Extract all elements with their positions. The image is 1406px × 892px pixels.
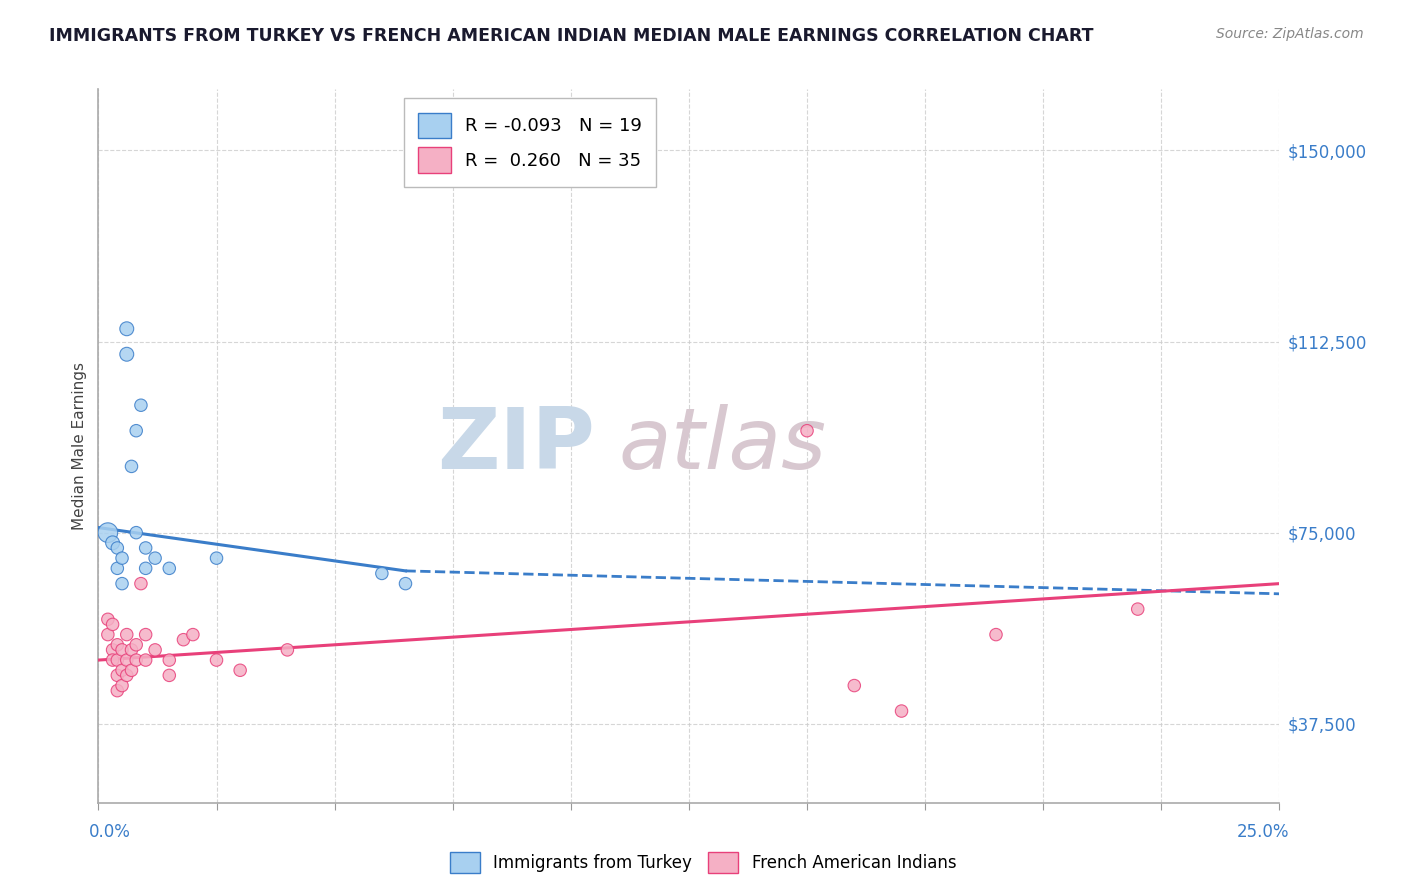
Point: [97, 612, 120, 626]
Y-axis label: Median Male Earnings: Median Male Earnings: [72, 362, 87, 530]
Point: [105, 653, 128, 667]
Point: [111, 551, 134, 566]
Point: [121, 663, 143, 677]
Point: [181, 627, 204, 641]
Legend: Immigrants from Turkey, French American Indians: Immigrants from Turkey, French American …: [443, 846, 963, 880]
Point: [129, 398, 152, 412]
Point: [135, 627, 157, 641]
Text: 25.0%: 25.0%: [1236, 823, 1289, 841]
Point: [157, 668, 180, 682]
Text: atlas: atlas: [619, 404, 827, 488]
Point: [105, 668, 128, 682]
Point: [97, 627, 120, 641]
Text: Source: ZipAtlas.com: Source: ZipAtlas.com: [1216, 27, 1364, 41]
Point: [115, 653, 138, 667]
Point: [276, 643, 298, 657]
Point: [97, 525, 120, 540]
Point: [984, 627, 1007, 641]
Point: [205, 653, 228, 667]
Point: [125, 653, 148, 667]
Point: [143, 551, 166, 566]
Point: [111, 643, 134, 657]
Point: [111, 576, 134, 591]
Point: [125, 424, 148, 438]
Point: [157, 561, 180, 575]
Point: [129, 576, 152, 591]
Point: [121, 643, 143, 657]
Point: [101, 617, 124, 632]
Point: [121, 459, 143, 474]
Point: [105, 541, 128, 555]
Point: [111, 663, 134, 677]
Point: [890, 704, 912, 718]
Point: [229, 663, 252, 677]
Point: [111, 679, 134, 693]
Legend: R = -0.093   N = 19, R =  0.260   N = 35: R = -0.093 N = 19, R = 0.260 N = 35: [404, 98, 657, 187]
Point: [115, 627, 138, 641]
Text: ZIP: ZIP: [437, 404, 595, 488]
Point: [115, 322, 138, 336]
Point: [135, 653, 157, 667]
Point: [1126, 602, 1149, 616]
Point: [105, 683, 128, 698]
Text: 0.0%: 0.0%: [89, 823, 131, 841]
Point: [205, 551, 228, 566]
Point: [157, 653, 180, 667]
Point: [101, 643, 124, 657]
Point: [796, 424, 818, 438]
Point: [115, 347, 138, 361]
Point: [135, 541, 157, 555]
Text: IMMIGRANTS FROM TURKEY VS FRENCH AMERICAN INDIAN MEDIAN MALE EARNINGS CORRELATIO: IMMIGRANTS FROM TURKEY VS FRENCH AMERICA…: [49, 27, 1094, 45]
Point: [172, 632, 194, 647]
Point: [101, 536, 124, 550]
Point: [105, 561, 128, 575]
Point: [371, 566, 394, 581]
Point: [105, 638, 128, 652]
Point: [143, 643, 166, 657]
Point: [394, 576, 416, 591]
Point: [115, 668, 138, 682]
Point: [125, 525, 148, 540]
Point: [135, 561, 157, 575]
Point: [125, 638, 148, 652]
Point: [844, 679, 866, 693]
Point: [101, 653, 124, 667]
